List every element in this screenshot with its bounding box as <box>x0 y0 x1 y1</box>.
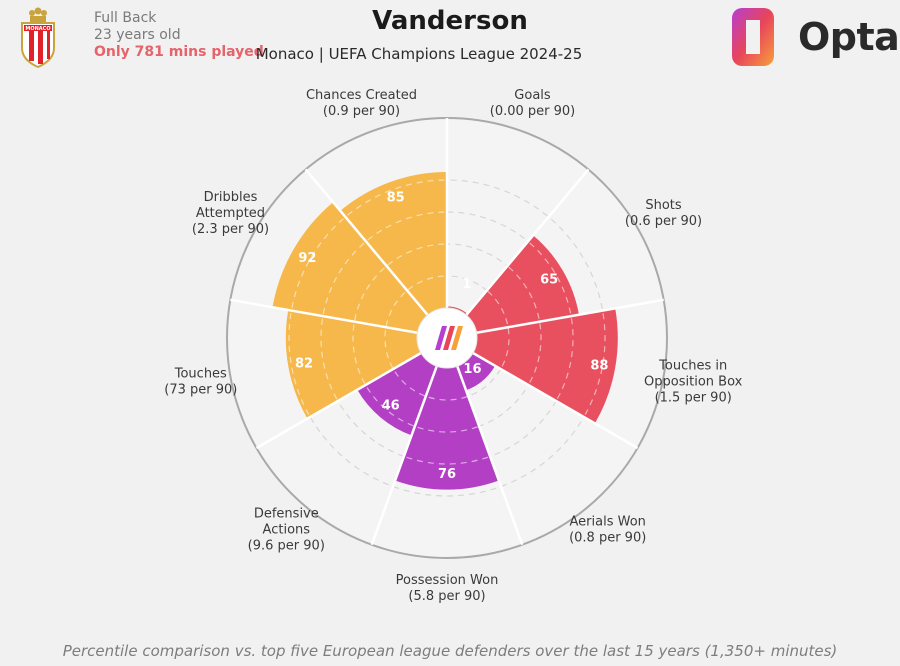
bar-gridline <box>384 328 394 369</box>
metric-per90: (73 per 90) <box>164 382 237 397</box>
footnote: Percentile comparison vs. top five Europ… <box>62 642 838 660</box>
metric-labels: Goals(0.00 per 90) Shots(0.6 per 90) Touch… <box>164 88 742 604</box>
bar-value-label: 92 <box>298 251 316 266</box>
bar-gridline <box>416 426 478 433</box>
metric-name: Touches <box>174 366 227 381</box>
bar-gridline <box>354 266 386 321</box>
metric-per90: (0.9 per 90) <box>323 104 400 119</box>
center-logo-slash <box>435 326 447 350</box>
bar-value-label: 46 <box>382 399 400 414</box>
sector-background <box>457 353 638 545</box>
metric-name: Dribbles <box>204 190 258 205</box>
sector-divider <box>465 168 590 316</box>
player-name-title: Vanderson <box>372 6 528 36</box>
bar-touches-in-opposition-box <box>472 308 618 424</box>
metric-per90: (2.3 per 90) <box>192 222 269 237</box>
opta-wordmark: Opta <box>798 15 900 59</box>
sector-divider <box>370 365 438 546</box>
bar-gridline <box>365 386 414 427</box>
sector-divider <box>456 365 524 546</box>
metric-name: Defensive <box>254 507 319 522</box>
sector-divider <box>472 351 639 450</box>
bar-possession-won <box>395 366 499 490</box>
bar-gridline <box>584 313 606 415</box>
club-crest-logo: MONACO <box>21 7 55 68</box>
bar-gridline <box>500 328 510 369</box>
bar-gridline <box>291 218 344 308</box>
bar-defensive-actions <box>357 353 437 436</box>
center-logo-slash <box>443 326 455 350</box>
percentile-bars <box>272 172 618 490</box>
metric-per90: (9.6 per 90) <box>248 539 325 554</box>
bar-gridline <box>426 396 468 401</box>
center-logo <box>416 307 478 369</box>
metric-name: Chances Created <box>306 88 417 103</box>
metric-name: Possession Won <box>396 573 499 588</box>
bar-gridline <box>385 290 407 327</box>
metric-name: Aerials Won <box>570 515 646 530</box>
metric-per90: (1.5 per 90) <box>655 390 732 405</box>
sector-divider <box>255 351 422 450</box>
bar-touches <box>285 310 422 419</box>
bar-value-label: 85 <box>387 191 405 206</box>
bar-gridline <box>407 275 446 291</box>
sector-background <box>447 118 589 316</box>
minutes-warning: Only 781 mins played <box>94 44 264 60</box>
player-position: Full Back <box>94 10 157 26</box>
bar-gridline <box>288 313 310 415</box>
bar-value-label: 82 <box>295 357 313 372</box>
bar-gridline <box>352 323 366 384</box>
metric-name: Attempted <box>196 206 265 221</box>
metric-name: Shots <box>645 198 682 213</box>
metric-per90: (5.8 per 90) <box>408 589 485 604</box>
metric-per90: (0.8 per 90) <box>569 531 646 546</box>
chart-subtitle: Monaco | UEFA Champions League 2024-25 <box>255 45 583 63</box>
player-meta: Full Back 23 years old Only 781 mins pla… <box>94 10 264 61</box>
metric-per90: (0.6 per 90) <box>625 214 702 229</box>
bar-dribbles-attempted <box>272 202 428 333</box>
bar-gridline <box>347 179 445 216</box>
bar-value-labels: 1 65 88 16 76 46 82 92 85 <box>295 191 609 483</box>
center-logo-slash <box>451 326 463 350</box>
opta-logo <box>732 8 774 66</box>
bar-value-label: 1 <box>462 277 471 292</box>
player-age: 23 years old <box>94 27 181 43</box>
metric-name: Goals <box>514 88 551 103</box>
metric-per90: (0.00 per 90) <box>490 104 576 119</box>
bar-chances-created <box>340 172 447 316</box>
metric-name: Opposition Box <box>644 374 743 389</box>
bar-gridline <box>387 243 446 266</box>
bar-value-label: 76 <box>438 467 456 482</box>
crown-icon <box>29 7 47 22</box>
sector-divider <box>304 168 429 316</box>
crest-text: MONACO <box>25 26 50 32</box>
sector-divider <box>230 298 418 335</box>
bar-shots <box>466 235 579 333</box>
bar-aerials-won <box>457 353 496 391</box>
bar-gridline <box>528 323 542 384</box>
bar-gridline <box>393 369 425 397</box>
bar-value-label: 88 <box>590 358 608 373</box>
sector-divider <box>476 298 664 335</box>
bar-value-label: 65 <box>540 273 558 288</box>
bar-gridline <box>487 290 509 327</box>
bar-value-label: 16 <box>463 362 481 377</box>
metric-name: Actions <box>263 523 311 538</box>
bar-gridline <box>508 266 540 321</box>
metric-name: Touches in <box>658 358 727 373</box>
sector-dividers <box>230 118 664 546</box>
